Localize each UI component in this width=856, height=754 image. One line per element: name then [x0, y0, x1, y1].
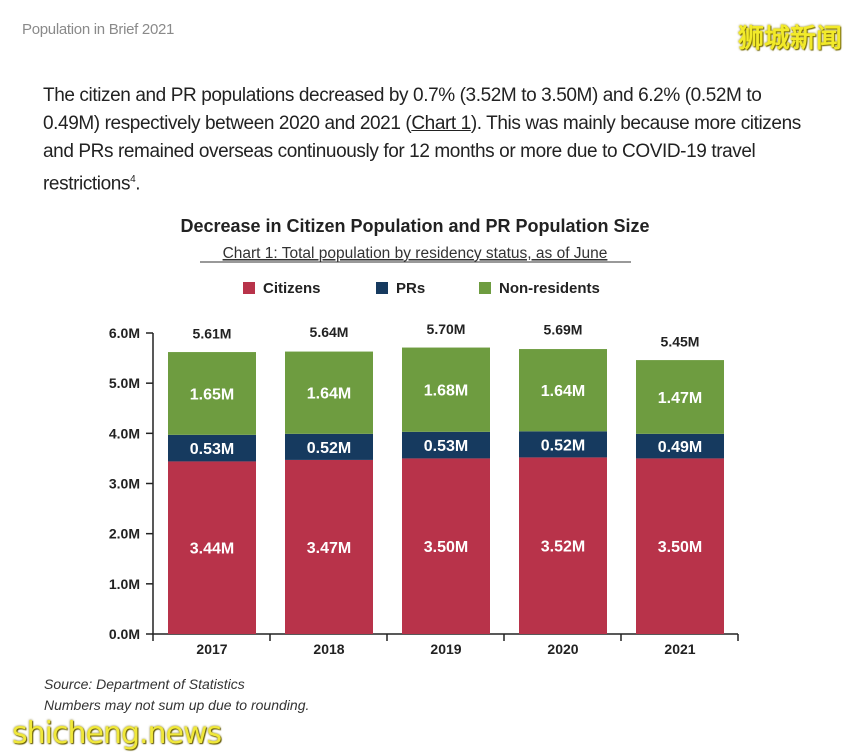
data-label-prs: 0.53M — [424, 438, 468, 455]
chart-subtitle: Chart 1: Total population by residency s… — [223, 245, 608, 262]
paragraph-text-continued: ). This was mainly because more citizens… — [43, 113, 801, 195]
y-tick-label: 3.0M — [109, 476, 140, 492]
y-tick-label: 4.0M — [109, 425, 140, 441]
legend-label-prs: PRs — [396, 280, 425, 297]
bar-citizens-2019 — [402, 458, 490, 634]
data-label-prs: 0.49M — [658, 439, 702, 456]
x-tick-label: 2020 — [547, 641, 578, 657]
data-label-prs: 0.53M — [190, 441, 234, 458]
chart-1-link[interactable]: Chart 1 — [411, 113, 471, 134]
bar-non-residents-2019 — [402, 347, 490, 432]
y-tick-label: 5.0M — [109, 375, 140, 391]
bar-citizens-2018 — [285, 459, 373, 634]
total-label: 5.64M — [310, 324, 349, 340]
x-tick-label: 2017 — [196, 641, 227, 657]
data-label-prs: 0.52M — [307, 440, 351, 457]
bar-non-residents-2020 — [519, 349, 607, 432]
total-label: 5.70M — [427, 321, 466, 337]
bar-citizens-2017 — [168, 461, 256, 634]
data-label-non-residents: 1.65M — [190, 386, 234, 403]
data-label-citizens: 3.50M — [424, 539, 468, 556]
bar-prs-2018 — [285, 433, 373, 460]
watermark-top: 狮城新闻 — [737, 24, 842, 54]
paragraph-end: . — [135, 173, 141, 195]
y-tick-label: 6.0M — [109, 325, 140, 341]
bar-non-residents-2018 — [285, 351, 373, 434]
data-label-non-residents: 1.64M — [307, 386, 351, 403]
x-tick-label: 2018 — [313, 641, 344, 657]
data-label-prs: 0.52M — [541, 437, 585, 454]
data-label-non-residents: 1.47M — [658, 390, 702, 407]
footnote-marker[interactable]: 4 — [130, 174, 136, 185]
bar-non-residents-2017 — [168, 352, 256, 435]
y-tick-label: 2.0M — [109, 526, 140, 542]
document-title: Population in Brief 2021 — [22, 21, 175, 38]
bar-citizens-2020 — [519, 457, 607, 634]
x-tick-label: 2019 — [430, 641, 461, 657]
y-tick-label: 1.0M — [109, 576, 140, 592]
bar-prs-2021 — [636, 433, 724, 459]
chart-title: Decrease in Citizen Population and PR Po… — [180, 216, 649, 236]
bar-citizens-2021 — [636, 458, 724, 634]
x-tick-label: 2021 — [664, 641, 695, 657]
legend-swatch-non-residents — [479, 282, 491, 294]
data-label-citizens: 3.52M — [541, 539, 585, 556]
total-label: 5.61M — [193, 326, 232, 342]
data-label-non-residents: 1.68M — [424, 383, 468, 400]
legend-swatch-citizens — [243, 282, 255, 294]
data-label-citizens: 3.44M — [190, 541, 234, 558]
bar-prs-2019 — [402, 431, 490, 459]
bar-prs-2017 — [168, 434, 256, 462]
legend-label-non-residents: Non-residents — [499, 280, 600, 297]
source-note: Source: Department of Statistics — [44, 676, 245, 692]
total-label: 5.45M — [661, 334, 700, 350]
legend-label-citizens: Citizens — [263, 280, 321, 297]
data-label-citizens: 3.50M — [658, 539, 702, 556]
total-label: 5.69M — [544, 322, 583, 338]
watermark-bottom: shicheng.news — [12, 716, 222, 751]
rounding-note: Numbers may not sum up due to rounding. — [44, 697, 310, 713]
data-label-non-residents: 1.64M — [541, 383, 585, 400]
bar-non-residents-2021 — [636, 360, 724, 434]
legend-swatch-prs — [376, 282, 388, 294]
data-label-citizens: 3.47M — [307, 540, 351, 557]
bar-prs-2020 — [519, 431, 607, 458]
body-paragraph: The citizen and PR populations decreased… — [43, 82, 803, 198]
y-tick-label: 0.0M — [109, 626, 140, 642]
paragraph-text: The citizen and PR populations decreased… — [43, 85, 762, 134]
